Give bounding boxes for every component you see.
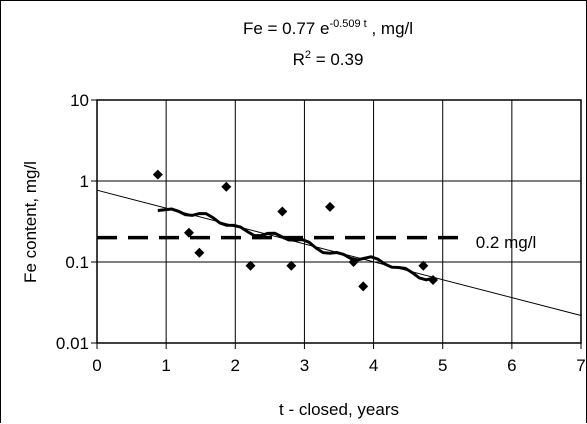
x-axis-label: t - closed, years [279, 400, 399, 419]
r-squared: R2 = 0.39 [293, 49, 364, 69]
data-point [221, 181, 232, 192]
x-tick-label: 6 [507, 356, 516, 375]
data-point [358, 281, 369, 292]
data-point [152, 169, 163, 180]
data-point [348, 257, 359, 267]
x-tick-label: 2 [231, 356, 240, 375]
threshold-label: 0.2 mg/l [476, 233, 536, 252]
data-point [277, 206, 288, 217]
y-tick-label: 10 [70, 91, 89, 110]
data-point [183, 227, 194, 238]
x-tick-label: 1 [161, 356, 170, 375]
y-tick-label: 1 [80, 172, 89, 191]
x-tick-label: 7 [576, 356, 585, 375]
x-tick-label: 0 [92, 356, 101, 375]
title-exponent: -0.509 t [329, 18, 366, 30]
data-points [152, 169, 439, 292]
y-tick-labels: 0.01 0.1 1 10 [56, 91, 89, 353]
x-tick-label: 3 [300, 356, 309, 375]
r-squared-sup: 2 [305, 49, 311, 61]
data-point [245, 260, 256, 271]
y-axis-label: Fe content, mg/l [21, 161, 40, 283]
data-point [325, 201, 336, 212]
plot-area [96, 99, 582, 344]
x-tick-label: 4 [369, 356, 378, 375]
chart-title: Fe = 0.77 e-0.509 t , mg/l [243, 18, 413, 38]
x-tick-labels: 0 1 2 3 4 5 6 7 [92, 356, 585, 375]
r-squared-symbol: R [293, 50, 305, 69]
lines [96, 189, 582, 317]
y-tick-label: 0.1 [65, 253, 89, 272]
title-units: , mg/l [367, 19, 413, 38]
moving-average-line [157, 207, 434, 282]
r-squared-value: = 0.39 [311, 50, 363, 69]
data-point [194, 247, 205, 258]
data-point [286, 260, 297, 271]
data-point [418, 260, 429, 271]
y-tick-label: 0.01 [56, 334, 89, 353]
title-formula: Fe = 0.77 e [243, 19, 329, 38]
x-tick-label: 5 [438, 356, 447, 375]
data-point [428, 274, 439, 285]
gridlines [91, 99, 582, 349]
